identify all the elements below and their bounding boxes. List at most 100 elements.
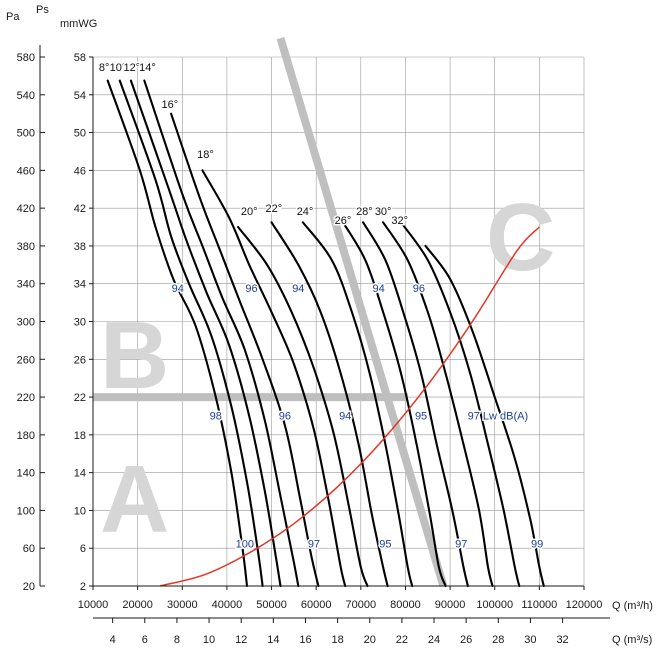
m3s-tick-label: 26	[460, 634, 472, 646]
blade-angle-curves	[106, 79, 545, 588]
m3s-tick-label: 12	[235, 634, 247, 646]
sound-power-label: 100	[236, 538, 254, 550]
m3h-tick-label: 10000	[78, 599, 109, 611]
pa-tick-label: 60	[23, 543, 35, 555]
pa-tick-label: 260	[17, 354, 35, 366]
sound-power-label: 98	[210, 411, 222, 423]
blade-curve	[382, 221, 494, 588]
blade-curve	[170, 112, 320, 588]
q-m3s-axis-unit: Q (m³/s)	[612, 634, 652, 646]
m3h-tick-label: 60000	[301, 599, 332, 611]
blade-angle-label: 26°	[335, 215, 352, 227]
system-curve	[159, 226, 540, 587]
pa-tick-label: 220	[17, 392, 35, 404]
m3h-tick-label: 110000	[521, 599, 557, 611]
sound-power-label: 94	[292, 283, 304, 295]
mmwg-tick-label: 26	[74, 354, 86, 366]
blade-angle-label: 18°	[197, 149, 214, 161]
sound-power-label: 97	[455, 538, 467, 550]
blade-angle-label: 10°	[110, 62, 127, 74]
pa-tick-label: 580	[17, 52, 35, 64]
mmwg-axis-unit: mmWG	[60, 18, 97, 30]
m3h-tick-label: 30000	[167, 599, 198, 611]
blade-angle-label: 24°	[297, 206, 314, 218]
q-m3h-axis-unit: Q (m³/h)	[612, 600, 653, 612]
blade-curve	[301, 221, 414, 588]
m3s-tick-label: 24	[428, 634, 440, 646]
pa-tick-label: 340	[17, 279, 35, 291]
sound-power-label: 99	[531, 538, 543, 550]
pa-tick-label: 300	[17, 317, 35, 329]
m3s-tick-label: 14	[267, 634, 279, 646]
mmwg-tick-label: 6	[80, 543, 86, 555]
mmwg-tick-label: 14	[74, 468, 86, 480]
blade-angle-label: 30°	[375, 206, 392, 218]
mmwg-tick-label: 38	[74, 241, 86, 253]
sound-power-label: 96	[413, 283, 425, 295]
m3h-tick-label: 120000	[566, 599, 603, 611]
m3s-tick-label: 6	[142, 634, 148, 646]
m3s-tick-label: 28	[492, 634, 504, 646]
m3s-tick-label: 4	[110, 634, 116, 646]
mmwg-tick-label: 50	[74, 128, 86, 140]
sound-power-label: 97 Lw dB(A)	[468, 411, 529, 423]
blade-angle-label: 28°	[356, 206, 373, 218]
m3s-tick-label: 22	[396, 634, 408, 646]
blade-angle-label: 20°	[241, 206, 258, 218]
sound-power-label: 94	[373, 283, 385, 295]
blade-curve	[362, 221, 469, 588]
pa-tick-label: 540	[17, 90, 35, 102]
blade-angle-label: 16°	[161, 99, 178, 111]
mmwg-tick-label: 46	[74, 165, 86, 177]
blade-angle-label: 14°	[139, 62, 156, 74]
pa-tick-label: 460	[17, 165, 35, 177]
m3h-tick-label: 70000	[346, 599, 377, 611]
pa-axis-unit: Pa	[6, 11, 20, 23]
m3s-tick-label: 18	[331, 634, 343, 646]
mmwg-tick-label: 2	[80, 581, 86, 593]
m3s-tick-label: 32	[556, 634, 568, 646]
blade-curve	[237, 225, 369, 588]
m3h-tick-label: 100000	[476, 599, 513, 611]
mmwg-tick-label: 42	[74, 203, 86, 215]
pa-tick-label: 20	[23, 581, 35, 593]
mmwg-tick-label: 10	[74, 505, 86, 517]
sound-power-label: 94	[339, 411, 351, 423]
m3s-tick-label: 10	[203, 634, 215, 646]
m3h-tick-label: 40000	[212, 599, 243, 611]
mmwg-tick-label: 30	[74, 317, 86, 329]
pa-tick-label: 140	[17, 468, 35, 480]
zone-boundary-diagonal	[276, 36, 448, 588]
mmwg-tick-label: 34	[74, 279, 86, 291]
ps-axis-unit: Ps	[36, 4, 49, 16]
blade-angle-label: 32°	[391, 215, 408, 227]
blade-curve	[201, 169, 347, 588]
blade-angle-label: 8°	[99, 62, 110, 74]
pa-tick-label: 100	[17, 505, 35, 517]
m3s-tick-label: 16	[299, 634, 311, 646]
blade-curve	[106, 79, 249, 588]
sound-power-label: 95	[379, 538, 391, 550]
blade-curve	[143, 79, 300, 588]
pa-tick-label: 380	[17, 241, 35, 253]
blade-angle-label: 22°	[265, 203, 282, 215]
blade-curve	[118, 79, 264, 588]
m3s-tick-label: 30	[524, 634, 536, 646]
system-curve-line	[159, 226, 540, 587]
mmwg-tick-label: 22	[74, 392, 86, 404]
pa-tick-label: 180	[17, 430, 35, 442]
sound-power-label: 96	[245, 283, 257, 295]
sound-power-label: 97	[308, 538, 320, 550]
m3h-tick-label: 50000	[256, 599, 287, 611]
sound-power-label: 95	[415, 411, 427, 423]
mmwg-tick-label: 54	[74, 90, 86, 102]
axes: Pa Ps mmWG Q (m³/h) Q (m³/s) 26101418222…	[6, 4, 653, 646]
blade-curve	[424, 244, 545, 588]
curve-labels: 8° 10°12°14° 16° 18° 20° 22° 24° 26° 28° 30°32° 94…	[97, 61, 544, 552]
sound-power-label: 96	[279, 411, 291, 423]
mmwg-tick-label: 58	[74, 52, 86, 64]
blade-curve	[129, 79, 282, 588]
zone-label-a: A	[100, 446, 169, 553]
zone-letters: A B C	[100, 184, 555, 553]
